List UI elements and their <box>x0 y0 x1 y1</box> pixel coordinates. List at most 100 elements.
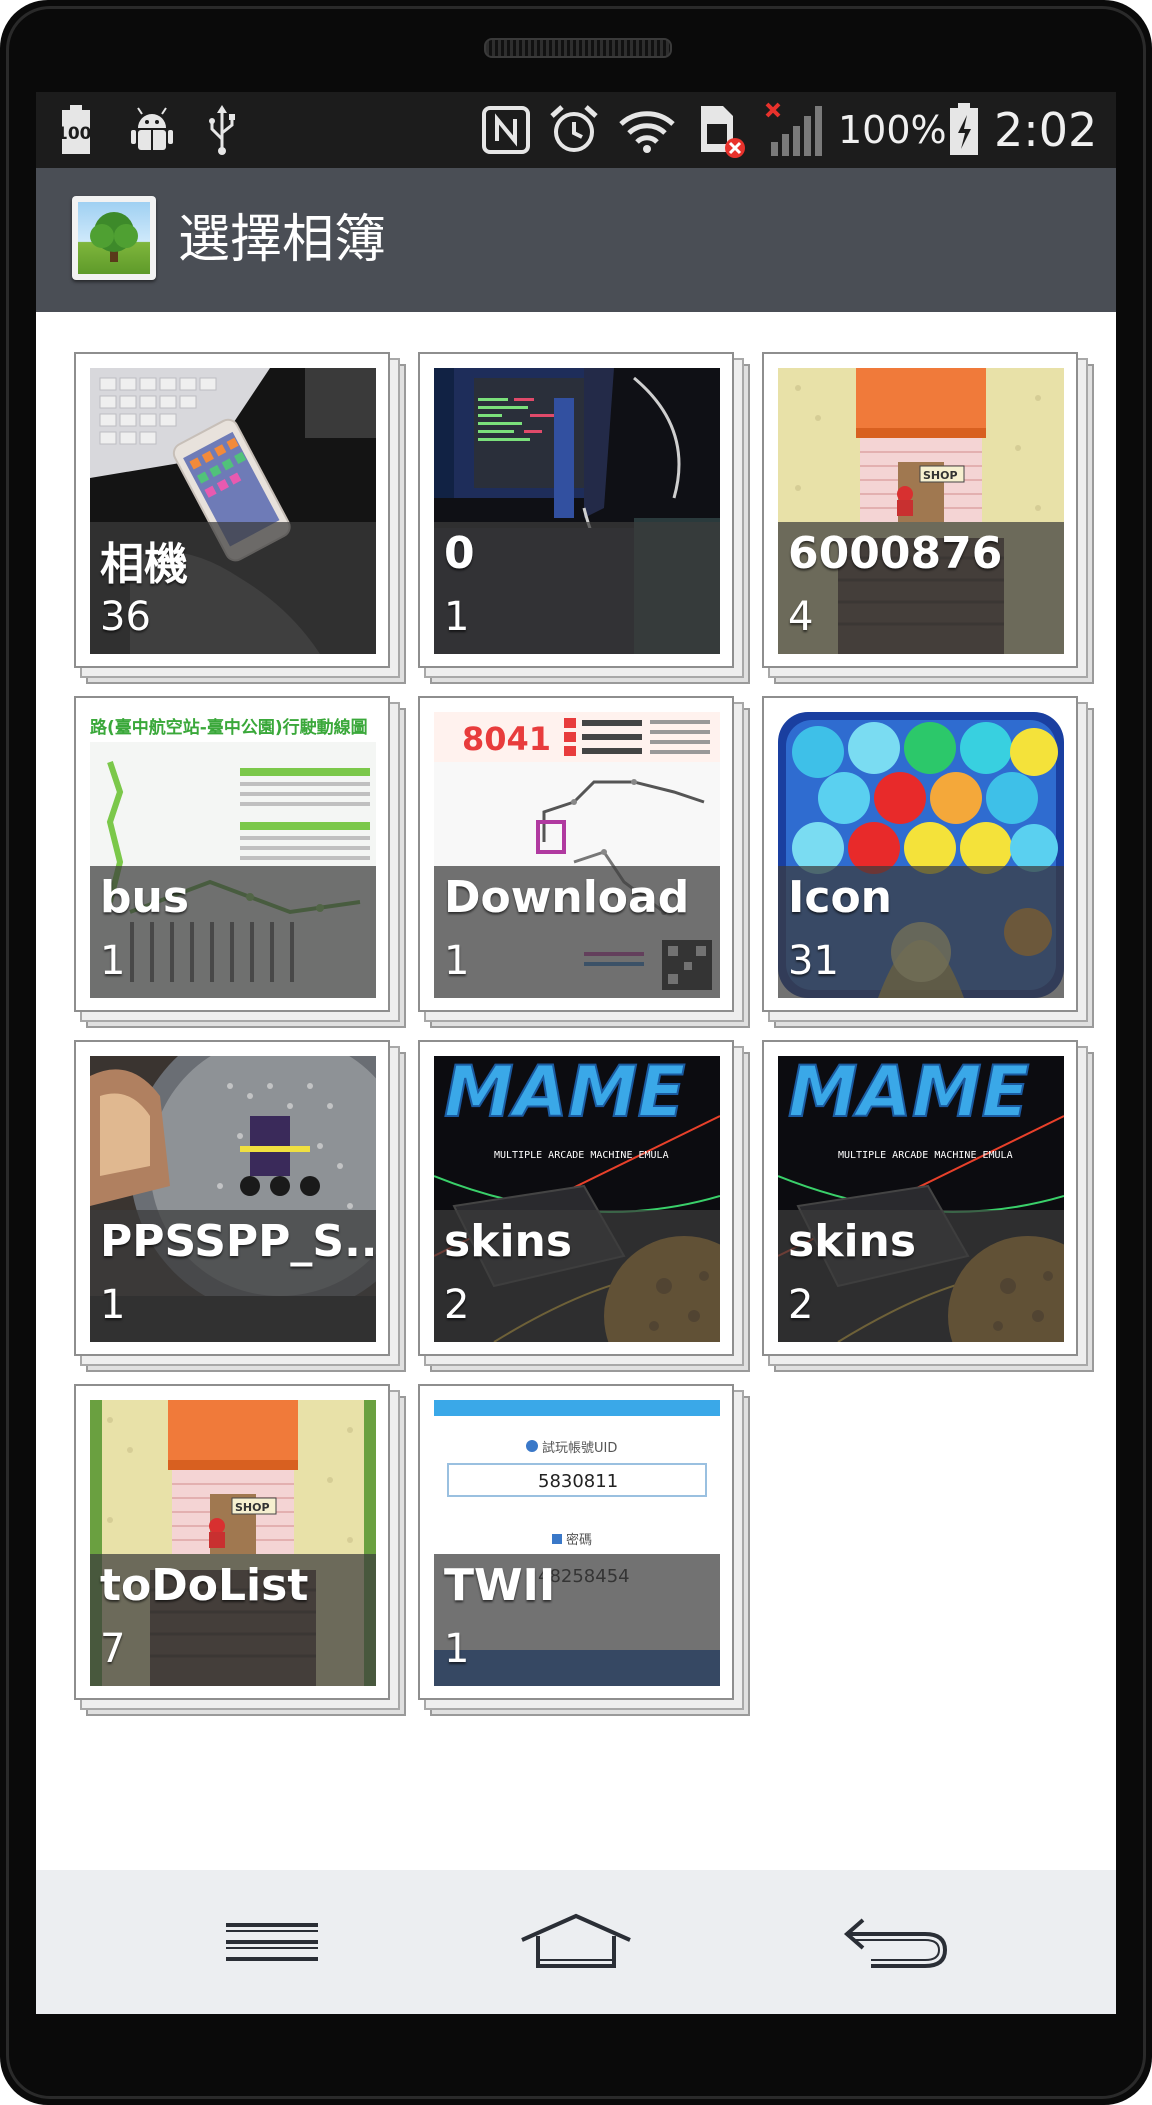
album-item[interactable]: MAME MULTIPLE ARCADE MACHINE EMULA skins… <box>762 1040 1096 1374</box>
album-item[interactable]: Icon 31 <box>762 696 1096 1030</box>
album-card: 相機 36 <box>74 352 390 668</box>
shop-sign: SHOP <box>923 469 958 482</box>
alarm-icon <box>546 102 602 158</box>
album-name: bus <box>100 872 190 923</box>
battery-percent: 100% <box>838 108 947 152</box>
album-item[interactable]: 路(臺中航空站-臺中公園)行駛動線圖 bus 1 <box>74 696 408 1030</box>
mame-logo: MAME <box>788 1056 1029 1133</box>
album-label-overlay <box>434 1554 720 1686</box>
album-name: TWII <box>444 1560 556 1611</box>
album-count: 1 <box>100 1282 126 1328</box>
twii-uid-value: 5830811 <box>538 1471 618 1492</box>
battery-charging-icon <box>944 102 984 158</box>
album-card: SHOP toDoList 7 <box>74 1384 390 1700</box>
album-label-overlay <box>90 1554 376 1686</box>
album-name: Icon <box>788 872 893 923</box>
album-count: 4 <box>788 594 814 640</box>
album-label-overlay <box>778 522 1064 654</box>
album-label-overlay <box>90 522 376 654</box>
wifi-icon <box>616 102 678 158</box>
album-item[interactable]: SHOP toDoList 7 <box>74 1384 408 1718</box>
album-card: 路(臺中航空站-臺中公園)行駛動線圖 bus 1 <box>74 696 390 1012</box>
twii-pw-label: 密碼 <box>566 1532 592 1548</box>
mame-caption: MULTIPLE ARCADE MACHINE EMULA <box>838 1150 1013 1161</box>
album-thumbnail: 8041 <box>434 712 720 998</box>
album-thumbnail: 路(臺中航空站-臺中公園)行駛動線圖 bus 1 <box>90 712 376 998</box>
album-label-overlay <box>90 866 376 998</box>
album-count: 1 <box>444 594 470 640</box>
album-count: 2 <box>444 1282 470 1328</box>
album-thumbnail: 0 1 <box>434 368 720 654</box>
sim-card-error-icon <box>696 102 746 158</box>
album-name: 相機 <box>100 539 188 590</box>
album-count: 1 <box>444 938 470 984</box>
album-card: PPSSPP_S... 1 <box>74 1040 390 1356</box>
album-thumbnail: MAME MULTIPLE ARCADE MACHINE EMULA skins… <box>778 1056 1064 1342</box>
album-label-overlay <box>434 866 720 998</box>
bus-map-header: 路(臺中航空站-臺中公園)行駛動線圖 <box>90 717 368 738</box>
twii-uid-label: 試玩帳號UID <box>542 1440 617 1456</box>
album-item[interactable]: PPSSPP_S... 1 <box>74 1040 408 1374</box>
album-item[interactable]: 試玩帳號UID 5830811 密碼 48258454 TWII 1 <box>418 1384 752 1718</box>
gallery-tree-icon[interactable] <box>72 196 156 280</box>
album-label-overlay <box>90 1210 376 1342</box>
album-card: 試玩帳號UID 5830811 密碼 48258454 TWII 1 <box>418 1384 734 1700</box>
clock: 2:02 <box>994 103 1098 157</box>
album-count: 36 <box>100 594 151 640</box>
mame-logo: MAME <box>444 1056 685 1133</box>
album-item[interactable]: 8041 <box>418 696 752 1030</box>
album-item[interactable]: MAME MULTIPLE ARCADE MACHINE EMULA skins… <box>418 1040 752 1374</box>
album-label-overlay <box>778 866 1064 998</box>
album-thumbnail: MAME MULTIPLE ARCADE MACHINE EMULA skins… <box>434 1056 720 1342</box>
album-card: SHOP 6000876 4 <box>762 352 1078 668</box>
album-card: Icon 31 <box>762 696 1078 1012</box>
album-count: 31 <box>788 938 839 984</box>
album-item[interactable]: 0 1 <box>418 352 752 686</box>
phone-bezel <box>6 6 1146 2099</box>
album-name: toDoList <box>100 1560 309 1611</box>
album-label-overlay <box>434 522 720 654</box>
album-name: PPSSPP_S... <box>100 1216 376 1267</box>
album-thumbnail: PPSSPP_S... 1 <box>90 1056 376 1342</box>
home-icon[interactable] <box>506 1892 646 1992</box>
screen: 100 <box>36 92 1116 2014</box>
album-item[interactable]: SHOP 6000876 4 <box>762 352 1096 686</box>
signal-off-icon <box>764 102 826 158</box>
album-thumbnail: Icon 31 <box>778 712 1064 998</box>
album-card: 0 1 <box>418 352 734 668</box>
album-name: 6000876 <box>788 528 1003 579</box>
album-name: 0 <box>444 528 475 579</box>
album-thumbnail: 試玩帳號UID 5830811 密碼 48258454 TWII 1 <box>434 1400 720 1686</box>
usb-icon <box>202 102 242 158</box>
android-debug-icon <box>124 102 180 158</box>
album-card: 8041 <box>418 696 734 1012</box>
album-card: MAME MULTIPLE ARCADE MACHINE EMULA skins… <box>418 1040 734 1356</box>
album-grid: 相機 36 <box>36 312 1116 1812</box>
album-thumbnail: 相機 36 <box>90 368 376 654</box>
status-bar: 100 <box>36 92 1116 168</box>
album-count: 1 <box>444 1626 470 1672</box>
album-thumbnail: SHOP toDoList 7 <box>90 1400 376 1686</box>
album-label-overlay <box>434 1210 720 1342</box>
album-item[interactable]: 相機 36 <box>74 352 408 686</box>
album-count: 2 <box>788 1282 814 1328</box>
album-count: 1 <box>100 938 126 984</box>
album-name: Download <box>444 872 690 923</box>
page-title: 選擇相簿 <box>178 210 387 270</box>
album-name: skins <box>444 1216 573 1267</box>
nfc-icon <box>478 102 534 158</box>
earpiece-speaker <box>484 38 672 58</box>
back-icon[interactable] <box>826 1892 966 1992</box>
navigation-bar <box>36 1870 1116 2014</box>
album-label-overlay <box>778 1210 1064 1342</box>
shop-sign: SHOP <box>235 1501 270 1514</box>
album-name: skins <box>788 1216 917 1267</box>
menu-icon[interactable] <box>202 1892 342 1992</box>
mame-caption: MULTIPLE ARCADE MACHINE EMULA <box>494 1150 669 1161</box>
album-count: 7 <box>100 1626 126 1672</box>
album-card: MAME MULTIPLE ARCADE MACHINE EMULA skins… <box>762 1040 1078 1356</box>
album-thumbnail: SHOP 6000876 4 <box>778 368 1064 654</box>
battery-100-icon: 100 <box>54 102 98 158</box>
action-bar: 選擇相簿 <box>36 168 1116 312</box>
